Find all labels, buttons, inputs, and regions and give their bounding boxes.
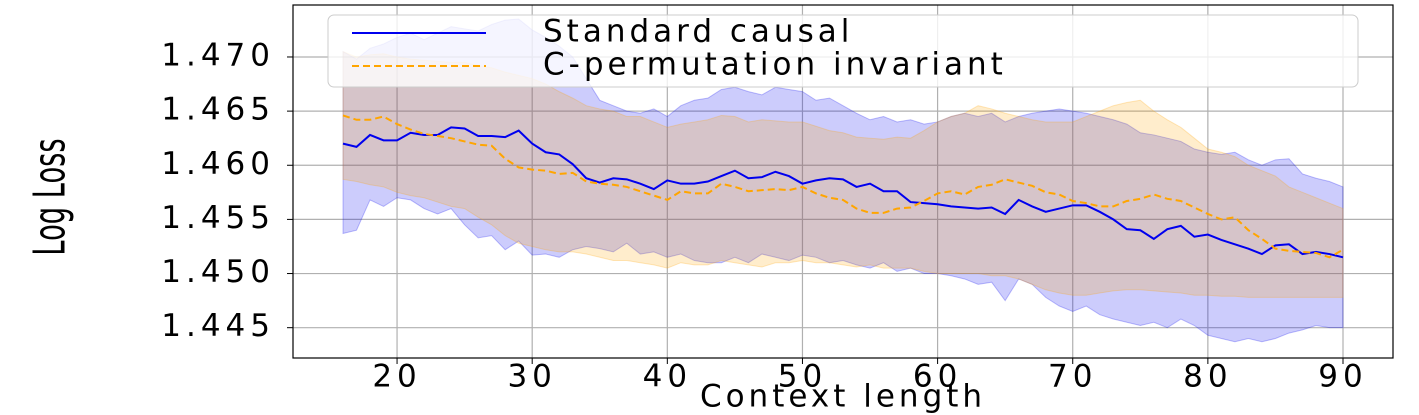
y-tick-label: 1.450 — [161, 254, 275, 290]
legend-label: Standard causal — [543, 14, 853, 50]
x-tick-label: 50 — [778, 359, 827, 395]
y-tick-label: 1.460 — [161, 146, 275, 182]
series-line — [342, 114, 1344, 259]
y-tick-label: 1.445 — [161, 308, 275, 344]
x-tick-label: 40 — [643, 359, 692, 395]
x-tick-label: 60 — [913, 359, 962, 395]
confidence-band — [342, 50, 1344, 298]
x-tick-label: 90 — [1318, 359, 1367, 395]
y-tick-label: 1.465 — [161, 92, 275, 128]
series-line — [342, 126, 1344, 259]
y-axis-label: Log Loss — [24, 138, 76, 255]
x-tick-label: 80 — [1183, 359, 1232, 395]
y-tick-label: 1.470 — [161, 37, 275, 73]
y-tick-label: 1.455 — [161, 200, 275, 236]
legend-label: C-permutation invariant — [543, 47, 1007, 83]
axes-frame — [292, 4, 1394, 359]
x-tick-label: 70 — [1048, 359, 1097, 395]
x-tick-label: 20 — [372, 359, 421, 395]
plot-area: 20 30 40 50 60 70 80 90 1.445 1.450 1.455 1.460 1.46… — [161, 4, 1394, 395]
x-axis-label: Context length — [700, 379, 986, 415]
legend-box — [327, 14, 1359, 88]
x-tick-label: 30 — [507, 359, 556, 395]
